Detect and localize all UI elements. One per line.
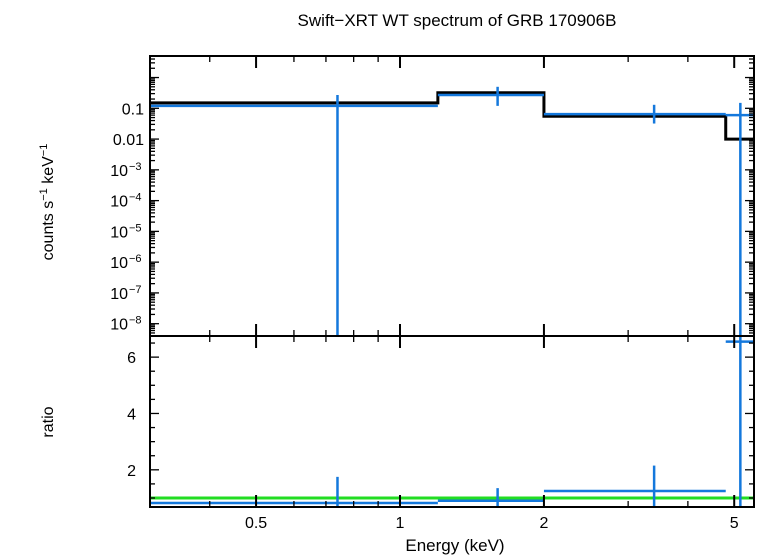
ytick-mantissa: 10	[110, 255, 128, 272]
y-axis-label-spectrum: counts s−1 keV−1	[38, 144, 57, 261]
ratio-plot-area	[150, 336, 754, 507]
spectrum-ytick-label-4: 10−4	[110, 192, 141, 211]
x-tick-label-4: 5	[730, 515, 739, 532]
x-tick-label-1: 0.5	[245, 515, 267, 532]
spectrum-ytick-label-1: 0.1	[122, 101, 144, 118]
spectrum-ytick-label-3: 10−3	[110, 161, 141, 180]
x-tick-label-3: 2	[539, 515, 548, 532]
ratio-ytick-label-3: 6	[127, 350, 136, 367]
ylabel-counts: counts s	[40, 201, 57, 261]
ytick-mantissa: 10	[110, 163, 128, 180]
ytick-exponent: −4	[129, 192, 142, 204]
ytick-mantissa: 10	[110, 194, 128, 211]
model-histogram	[150, 91, 754, 141]
spectrum-ytick-label-8: 10−8	[110, 315, 141, 334]
spectrum-plot-area	[150, 86, 754, 336]
spectrum-ytick-label-6: 10−6	[110, 253, 141, 272]
chart-title: Swift−XRT WT spectrum of GRB 170906B	[298, 11, 617, 30]
x-tick-label-2: 1	[396, 515, 405, 532]
ytick-mantissa: 10	[110, 224, 128, 241]
ytick-exponent: −6	[129, 253, 142, 265]
ylabel-exp-1: −1	[38, 188, 50, 201]
ytick-mantissa: 0.1	[122, 101, 144, 118]
y-axis-label-ratio: ratio	[40, 406, 57, 437]
spectrum-ytick-label-5: 10−5	[110, 222, 141, 241]
ytick-exponent: −7	[129, 284, 142, 296]
ytick-mantissa: 10	[110, 317, 128, 334]
ytick-mantissa: 0.01	[113, 132, 144, 149]
ylabel-exp-2: −1	[38, 144, 50, 157]
ratio-frame	[149, 335, 755, 508]
ylabel-kev: keV	[40, 156, 57, 188]
x-axis-label: Energy (keV)	[405, 536, 504, 555]
spectrum-ytick-label-2: 0.01	[113, 132, 144, 149]
ratio-ytick-label-2: 4	[127, 406, 136, 423]
ytick-exponent: −5	[129, 222, 142, 234]
ytick-mantissa: 10	[110, 286, 128, 303]
spectrum-frame	[149, 55, 755, 337]
ratio-ytick-label-1: 2	[127, 463, 136, 480]
ytick-exponent: −3	[129, 161, 142, 173]
spectrum-ytick-label-7: 10−7	[110, 284, 141, 303]
ytick-exponent: −8	[129, 315, 142, 327]
